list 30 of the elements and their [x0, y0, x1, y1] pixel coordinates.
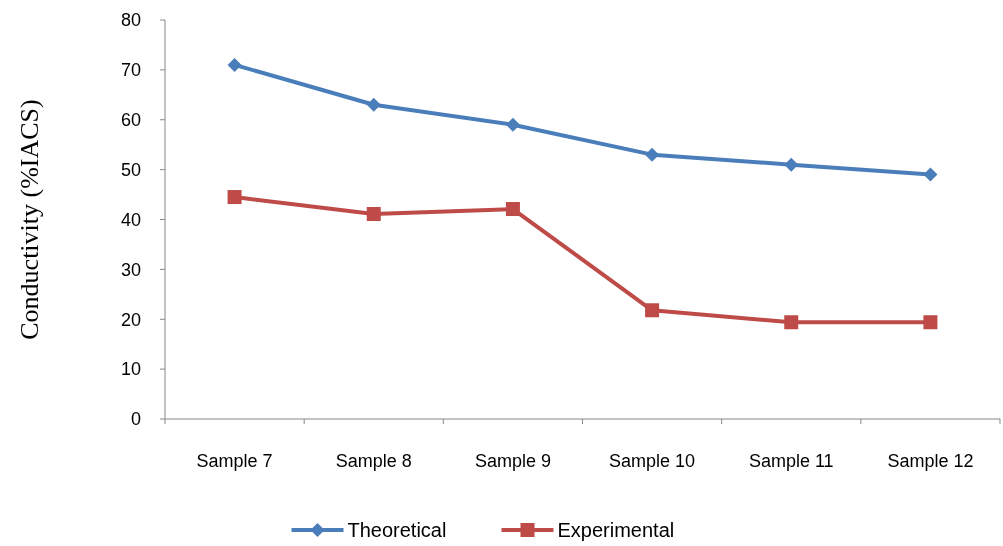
point: [784, 157, 799, 172]
x-tick-label: Sample 9: [474, 451, 551, 471]
y-axis-title: Conductivity (%IACS): [15, 99, 44, 340]
y-tick-label: 80: [120, 10, 141, 31]
y-tick-label: 20: [120, 309, 141, 330]
y-tick-label: 60: [120, 110, 141, 131]
point: [645, 303, 660, 318]
point: [923, 167, 938, 182]
point: [505, 202, 520, 217]
y-tick-label: 50: [120, 159, 141, 180]
y-tick-label: 0: [130, 409, 141, 430]
x-tick-label: Sample 7: [196, 451, 273, 471]
point: [505, 117, 520, 132]
point: [227, 57, 242, 72]
legend-label: Experimental: [557, 519, 675, 541]
y-tick-label: 40: [120, 209, 141, 230]
y-tick-label: 10: [120, 359, 141, 380]
point: [366, 97, 381, 112]
x-tick-label: Sample 11: [748, 451, 834, 471]
point: [227, 190, 242, 205]
y-tick-label: 70: [120, 60, 141, 81]
point: [366, 207, 381, 222]
x-tick-label: Sample 12: [887, 451, 974, 471]
x-tick-label: Sample 10: [609, 451, 696, 471]
point: [923, 315, 938, 330]
point: [645, 147, 660, 162]
y-tick-label: 30: [120, 259, 141, 280]
legend-label: Theoretical: [347, 519, 447, 541]
x-tick-label: Sample 8: [335, 451, 412, 471]
point: [784, 315, 799, 330]
